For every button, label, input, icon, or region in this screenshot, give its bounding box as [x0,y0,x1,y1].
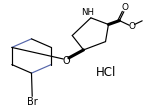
Text: NH: NH [81,8,94,17]
Text: O: O [128,21,135,30]
Text: O: O [121,3,128,12]
Text: Br: Br [27,96,38,106]
Text: O: O [62,55,70,65]
Text: HCl: HCl [96,65,116,78]
